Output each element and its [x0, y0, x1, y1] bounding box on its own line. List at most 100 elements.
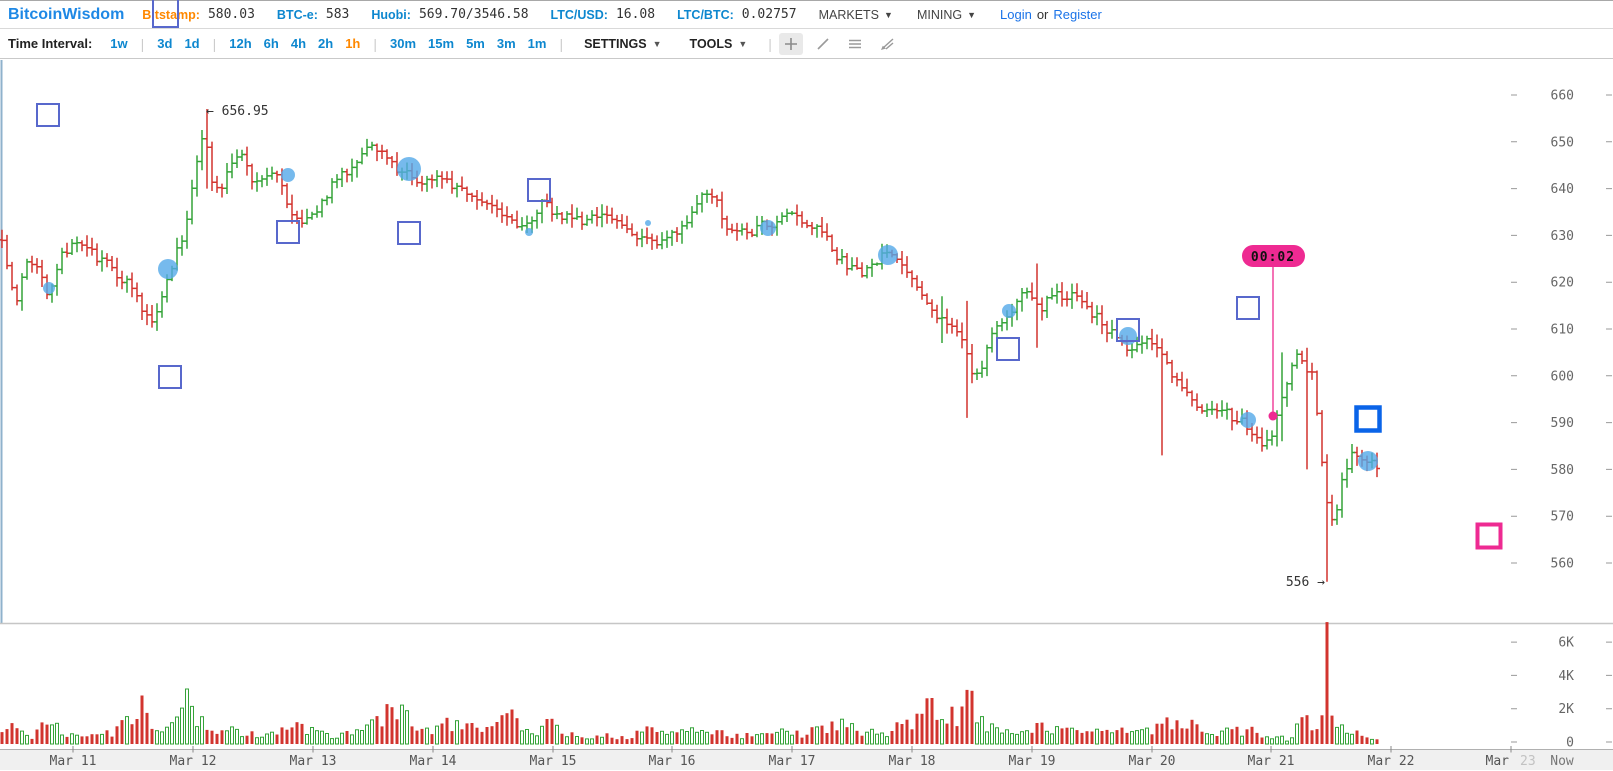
svg-text:Mar 20: Mar 20 — [1129, 754, 1176, 769]
chevron-down-icon: ▼ — [652, 38, 662, 49]
svg-text:590: 590 — [1551, 416, 1574, 431]
svg-text:Mar 13: Mar 13 — [290, 754, 337, 769]
ticker-label: BTC-e: — [276, 7, 318, 22]
auth-links: Login or Register — [1000, 7, 1102, 22]
svg-text:00:02: 00:02 — [1251, 250, 1295, 265]
fib-fan-icon[interactable] — [875, 33, 899, 55]
chevron-down-icon: ▼ — [738, 38, 748, 49]
crosshair-icon[interactable] — [778, 32, 803, 55]
site-logo[interactable]: BitcoinWisdom — [8, 5, 125, 23]
svg-text:556 →: 556 → — [1286, 575, 1325, 590]
svg-text:Mar 18: Mar 18 — [889, 754, 936, 769]
svg-text:630: 630 — [1551, 229, 1574, 244]
divider: | — [212, 35, 217, 52]
interval-1w[interactable]: 1w — [110, 36, 128, 51]
price-axis: 660 650 640 630 620 610 600 590 580 570 560 — [1511, 89, 1612, 572]
trade-square-marker — [36, 103, 60, 127]
chart-area: 660 650 640 630 620 610 600 590 580 570 560 6K 4K 2K… — [0, 59, 1613, 770]
trade-circle-marker — [43, 282, 55, 294]
trade-circle-marker — [1119, 327, 1137, 345]
svg-text:560: 560 — [1551, 557, 1574, 572]
volume-bars — [0, 622, 1379, 745]
ticker-huobi: Huobi: 569.70/3546.58 — [371, 7, 528, 22]
svg-text:Mar 11: Mar 11 — [50, 754, 97, 769]
svg-text:Mar 14: Mar 14 — [410, 754, 457, 769]
markets-menu-label: MARKETS — [818, 7, 880, 22]
svg-text:4K: 4K — [1558, 669, 1574, 684]
ticker-ltcbtc: LTC/BTC: 0.02757 — [677, 7, 797, 22]
svg-text:← 656.95: ← 656.95 — [206, 104, 269, 119]
tools-button-label: TOOLS — [689, 36, 733, 51]
settings-button[interactable]: SETTINGS ▼ — [584, 37, 661, 51]
chart-marker-square-clipped — [152, 0, 179, 28]
bold-square-marker — [1354, 405, 1382, 433]
interval-3m[interactable]: 3m — [496, 36, 516, 51]
svg-text:650: 650 — [1551, 135, 1574, 150]
svg-text:640: 640 — [1551, 182, 1574, 197]
interval-5m[interactable]: 5m — [466, 36, 485, 51]
ticker-label: LTC/USD: — [550, 7, 608, 22]
svg-text:600: 600 — [1551, 369, 1574, 384]
svg-text:Mar 15: Mar 15 — [530, 754, 577, 769]
svg-text:Mar 16: Mar 16 — [649, 754, 696, 769]
svg-text:23: 23 — [1520, 754, 1536, 769]
interval-30m[interactable]: 30m — [390, 36, 417, 51]
svg-text:610: 610 — [1551, 323, 1574, 338]
svg-text:Mar 12: Mar 12 — [170, 754, 217, 769]
ticker-value: 583 — [325, 7, 350, 22]
trade-square-marker — [158, 365, 182, 389]
ticker-label: LTC/BTC: — [677, 7, 734, 22]
divider: | — [768, 35, 772, 52]
interval-4h[interactable]: 4h — [290, 36, 307, 51]
interval-6h[interactable]: 6h — [263, 36, 279, 51]
tools-button[interactable]: TOOLS ▼ — [690, 37, 748, 51]
ticker-value: 569.70/3546.58 — [418, 7, 529, 22]
svg-text:0: 0 — [1566, 736, 1574, 751]
trade-square-marker — [1116, 318, 1140, 342]
interval-15m[interactable]: 15m — [428, 36, 455, 51]
svg-text:2K: 2K — [1558, 702, 1574, 717]
mining-menu[interactable]: MINING ▼ — [917, 8, 976, 22]
svg-text:Mar 19: Mar 19 — [1009, 754, 1056, 769]
mining-menu-label: MINING — [916, 7, 963, 22]
trade-circle-marker — [878, 245, 898, 265]
trade-square-marker — [397, 221, 421, 245]
login-link[interactable]: Login — [1000, 7, 1032, 22]
ticker-label: Huobi: — [371, 7, 411, 22]
time-interval-label: Time Interval: — [8, 36, 93, 51]
trade-square-marker — [527, 178, 551, 202]
markets-menu[interactable]: MARKETS ▼ — [819, 8, 893, 22]
chart-tool-icons — [778, 32, 907, 55]
interval-2h[interactable]: 2h — [318, 36, 334, 51]
trade-circle-marker — [1358, 451, 1378, 471]
chevron-down-icon: ▼ — [884, 9, 893, 20]
trade-markers — [36, 103, 1503, 550]
trade-circle-marker — [158, 259, 178, 279]
interval-buttons: 1w | 3d 1d | 12h 6h 4h 2h 1h | 30m 15m 5m 3m 1m — [104, 36, 552, 52]
header-bar: BitcoinWisdom Bitstamp: 580.03 BTC-e: 58… — [0, 0, 1613, 29]
register-link[interactable]: Register — [1053, 7, 1102, 22]
svg-text:580: 580 — [1551, 463, 1574, 478]
trendline-icon[interactable] — [811, 33, 835, 55]
ticker-btce: BTC-e: 583 — [277, 7, 349, 22]
interval-12h[interactable]: 12h — [229, 36, 252, 51]
parallel-lines-icon[interactable] — [843, 33, 867, 55]
time-axis[interactable]: Mar 11 Mar 12 Mar 13 Mar 14 Mar 15 Mar 16 Mar … — [50, 746, 1574, 769]
svg-text:570: 570 — [1551, 510, 1574, 525]
svg-text:Mar 21: Mar 21 — [1248, 754, 1295, 769]
interval-1d[interactable]: 1d — [184, 36, 200, 51]
svg-text:Mar 17: Mar 17 — [769, 754, 816, 769]
trade-circle-marker — [1002, 304, 1016, 318]
interval-1h[interactable]: 1h — [345, 36, 361, 51]
price-volume-chart[interactable]: 660 650 640 630 620 610 600 590 580 570 560 6K 4K 2K… — [0, 59, 1613, 770]
svg-text:6K: 6K — [1558, 636, 1574, 651]
trade-square-marker — [276, 220, 300, 244]
svg-text:Mar 22: Mar 22 — [1368, 754, 1415, 769]
svg-text:620: 620 — [1551, 276, 1574, 291]
ticker-value: 0.02757 — [741, 7, 797, 22]
interval-3d[interactable]: 3d — [157, 36, 173, 51]
interval-1m[interactable]: 1m — [527, 36, 547, 51]
or-text: or — [1036, 7, 1049, 22]
trade-circle-marker — [397, 157, 421, 181]
trade-circle-marker — [525, 228, 533, 236]
